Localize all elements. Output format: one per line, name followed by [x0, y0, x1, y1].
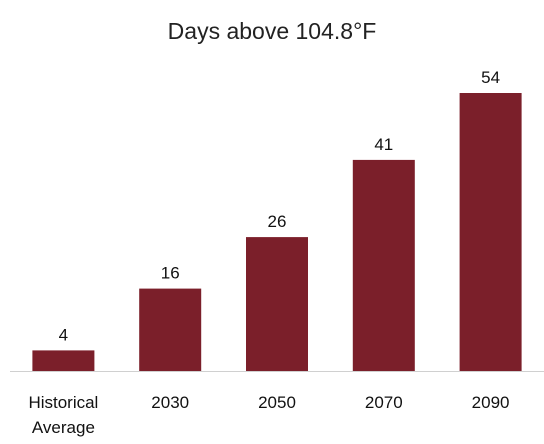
bar-value-label: 26 — [268, 212, 287, 231]
bar-3 — [246, 237, 308, 371]
x-tick-label: Historical — [28, 393, 98, 412]
bar-4 — [352, 159, 415, 371]
x-tick-label: 2050 — [258, 393, 296, 412]
chart-title: Days above 104.8°F — [167, 18, 377, 44]
bar-1 — [32, 350, 95, 371]
x-tick-label: 2090 — [472, 393, 510, 412]
bar-2 — [139, 288, 202, 371]
bar-value-label: 54 — [481, 68, 500, 87]
bar-5 — [459, 93, 522, 371]
x-tick-label: Average — [32, 418, 95, 437]
x-tick-label: 2070 — [365, 393, 403, 412]
x-tick-label: 2030 — [151, 393, 189, 412]
bar-value-label: 41 — [374, 135, 393, 154]
bar-value-label: 16 — [161, 264, 180, 283]
bar-value-label: 4 — [59, 325, 68, 344]
